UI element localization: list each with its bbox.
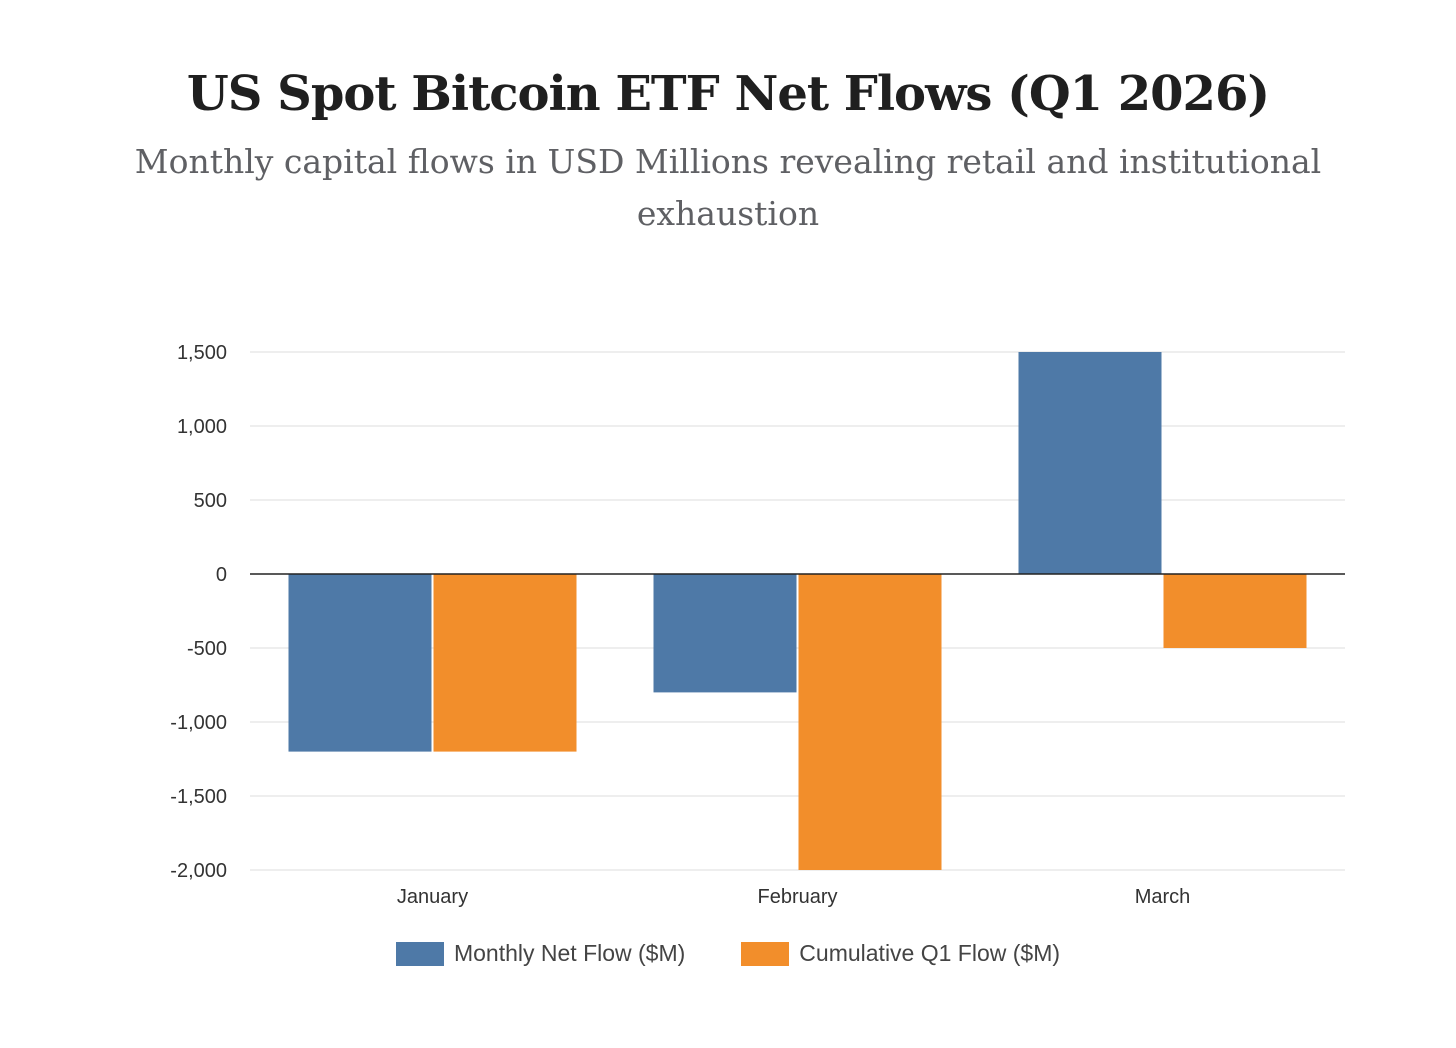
axis-layer: 1,500 1,000 500 0 -500 -1,000 -1,500 -2,000 Janu… — [170, 342, 1345, 908]
legend: Monthly Net Flow ($M) Cumulative Q1 Flow… — [0, 940, 1456, 967]
bar-cumulative-february[interactable] — [798, 574, 942, 870]
legend-item-cumulative-flow[interactable]: Cumulative Q1 Flow ($M) — [741, 940, 1060, 967]
y-tick-label: -1,000 — [170, 712, 227, 734]
chart-title: US Spot Bitcoin ETF Net Flows (Q1 2026) — [186, 66, 1270, 122]
y-tick-label: 1,500 — [177, 342, 227, 364]
legend-item-monthly-net-flow[interactable]: Monthly Net Flow ($M) — [395, 940, 686, 967]
legend-label-cumulative: Cumulative Q1 Flow ($M) — [799, 940, 1061, 966]
x-tick-label: March — [1135, 886, 1191, 908]
legend-label-monthly: Monthly Net Flow ($M) — [453, 940, 686, 966]
legend-swatch-cumulative — [741, 941, 790, 966]
x-tick-label: January — [397, 886, 468, 908]
y-tick-label: -1,500 — [170, 786, 227, 808]
bar-monthly-january[interactable] — [288, 574, 432, 752]
bar-monthly-february[interactable] — [653, 574, 797, 693]
y-tick-label: -500 — [187, 638, 227, 660]
x-tick-label: February — [757, 886, 837, 908]
bar-layer — [288, 352, 1307, 870]
bar-monthly-march[interactable] — [1018, 352, 1162, 574]
y-tick-label: -2,000 — [170, 860, 227, 882]
bar-cumulative-march[interactable] — [1163, 574, 1307, 648]
legend-swatch-monthly — [395, 941, 444, 966]
bar-cumulative-january[interactable] — [433, 574, 577, 752]
chart-subtitle: Monthly capital flows in USD Millions re… — [134, 142, 1322, 233]
y-tick-label: 500 — [194, 490, 227, 512]
y-tick-label: 1,000 — [177, 416, 227, 438]
y-tick-label: 0 — [216, 564, 227, 586]
grid-layer — [250, 351, 1345, 871]
